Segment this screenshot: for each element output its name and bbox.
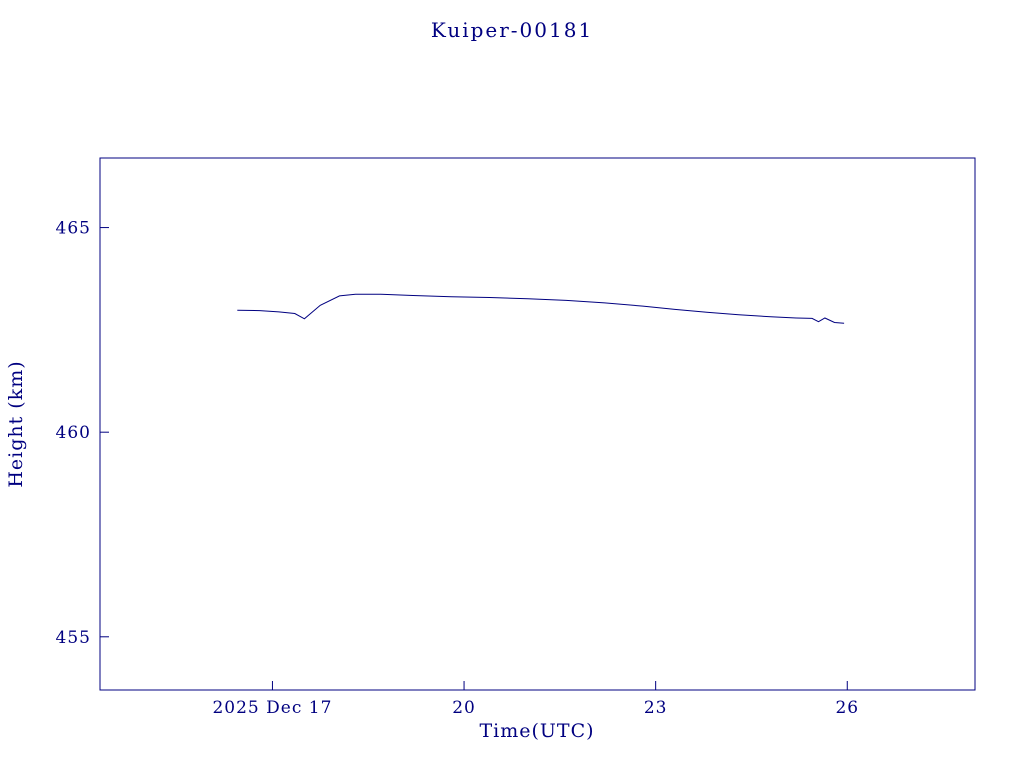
height-line [237, 293, 845, 324]
x-tick-label: 20 [452, 698, 476, 718]
x-tick-label: 23 [644, 698, 668, 718]
y-tick-label: 460 [56, 423, 91, 443]
y-tick-label: 465 [56, 219, 91, 239]
x-tick-label: 2025 Dec 17 [212, 698, 332, 718]
y-tick-label: 455 [56, 628, 91, 648]
x-axis-label: Time(UTC) [479, 720, 595, 742]
x-tick-label: 26 [835, 698, 859, 718]
plot-border [99, 157, 976, 691]
chart-title: Kuiper-00181 [430, 18, 594, 42]
